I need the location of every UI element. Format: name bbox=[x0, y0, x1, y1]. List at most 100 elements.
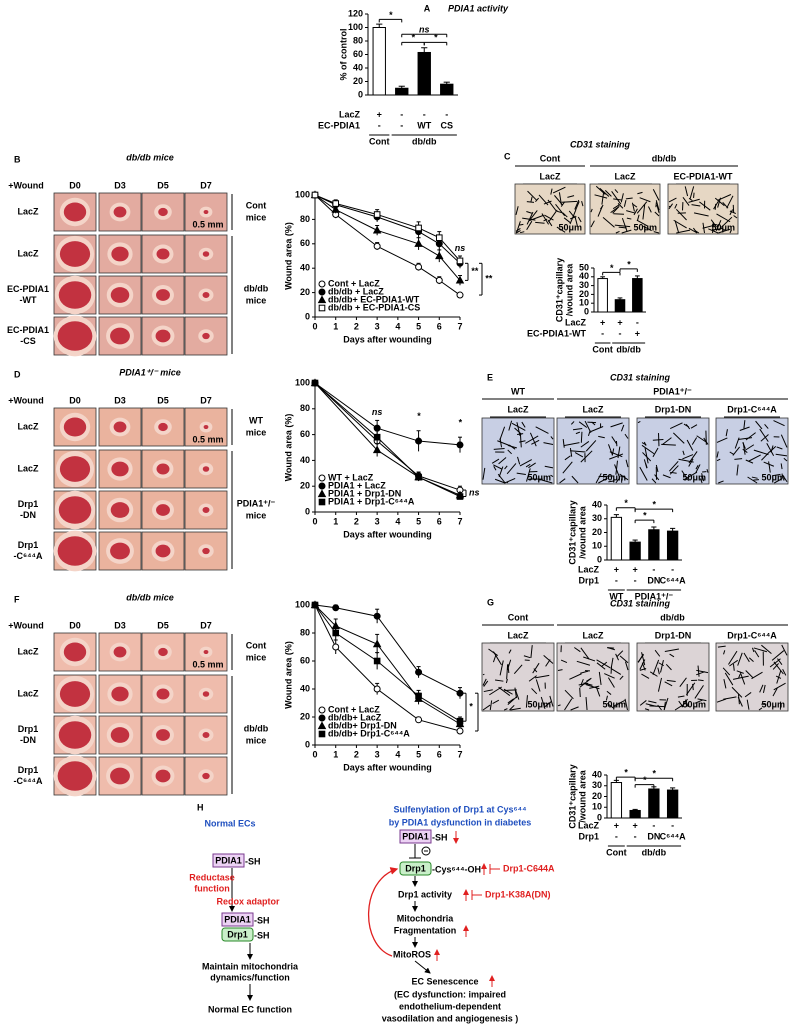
wound bbox=[156, 504, 170, 516]
wound bbox=[113, 206, 127, 218]
stain-image bbox=[556, 417, 630, 485]
stain-fiber bbox=[669, 465, 679, 475]
bar bbox=[614, 299, 626, 313]
data-point bbox=[415, 263, 423, 271]
stain-fiber bbox=[729, 659, 738, 667]
legend-marker bbox=[318, 288, 326, 296]
condition-value: + bbox=[614, 564, 619, 574]
stain-fiber bbox=[648, 700, 657, 704]
x-tick-label: 5 bbox=[416, 749, 421, 759]
data-point bbox=[372, 445, 382, 454]
stain-fiber bbox=[692, 683, 694, 691]
stain-fiber bbox=[653, 231, 660, 234]
stain-fiber bbox=[619, 473, 629, 481]
protein-box bbox=[221, 912, 254, 927]
significance-label: * bbox=[411, 33, 415, 43]
stain-fiber bbox=[737, 652, 743, 666]
wound bbox=[113, 646, 127, 658]
group-label: Cont bbox=[540, 153, 561, 163]
stain-fiber bbox=[515, 206, 519, 215]
stain-fiber bbox=[761, 451, 771, 461]
x-tick-label: 3 bbox=[375, 749, 380, 759]
stain-fiber bbox=[693, 192, 695, 198]
x-tick-label: 4 bbox=[395, 321, 400, 331]
wound bbox=[155, 544, 171, 558]
x-tick-label: 0 bbox=[312, 749, 317, 759]
y-axis-label: % of control bbox=[338, 29, 348, 81]
stain-fiber bbox=[775, 453, 788, 457]
stain-fiber bbox=[783, 457, 788, 462]
stain-fiber bbox=[666, 679, 676, 683]
stain-fiber bbox=[519, 459, 532, 467]
stain-fiber bbox=[643, 459, 648, 469]
group-label: Cont bbox=[246, 200, 267, 210]
condition-name: EC-PDIA1-WT bbox=[527, 328, 586, 338]
stain-fiber bbox=[688, 198, 700, 203]
stain-fiber bbox=[543, 654, 554, 664]
stain-fiber bbox=[691, 204, 701, 207]
stain-fiber bbox=[743, 420, 746, 429]
data-point bbox=[435, 276, 443, 284]
row-label: Drp1 bbox=[18, 724, 39, 734]
data-point bbox=[373, 612, 381, 620]
condition-value: + bbox=[614, 820, 619, 830]
stain-fiber bbox=[590, 208, 593, 213]
protein: PDIA1 bbox=[402, 831, 429, 841]
stain-fiber bbox=[482, 678, 487, 686]
stain-fiber bbox=[668, 460, 679, 472]
panel-title: db/db mice bbox=[126, 592, 174, 602]
x-axis-label: Days after wounding bbox=[343, 762, 432, 772]
stain-fiber bbox=[504, 478, 516, 484]
data-point bbox=[332, 643, 340, 651]
x-tick-label: 7 bbox=[457, 321, 462, 331]
diagram-title: Normal ECs bbox=[204, 818, 255, 828]
row-label: LacZ bbox=[17, 206, 39, 216]
stain-fiber bbox=[697, 698, 707, 702]
group-label: db/db bbox=[244, 283, 269, 293]
wound bbox=[63, 417, 87, 437]
stain-fiber bbox=[773, 682, 786, 691]
stain-fiber bbox=[745, 432, 756, 441]
y-tick-label: 40 bbox=[353, 62, 363, 72]
modification: -Cys⁶⁴⁴-OH bbox=[432, 864, 481, 874]
stain-fiber bbox=[673, 432, 685, 444]
stain-fiber bbox=[499, 426, 506, 441]
stain-fiber bbox=[623, 199, 627, 207]
significance-label: * bbox=[652, 500, 656, 510]
stain-fiber bbox=[770, 445, 774, 453]
bar bbox=[648, 529, 660, 561]
stain-fiber bbox=[529, 432, 537, 447]
stain-fiber bbox=[492, 699, 500, 705]
stain-fiber bbox=[723, 679, 727, 689]
data-point bbox=[373, 685, 381, 693]
stain-fiber bbox=[685, 682, 696, 696]
column-label: Drp1-DN bbox=[655, 404, 692, 414]
stain-fiber bbox=[550, 474, 554, 477]
stain-fiber bbox=[781, 644, 788, 656]
stain-fiber bbox=[599, 187, 610, 197]
column-label: D0 bbox=[69, 395, 81, 405]
stain-fiber bbox=[684, 699, 689, 708]
y-tick-label: 30 bbox=[592, 513, 602, 523]
stain-fiber bbox=[493, 447, 505, 450]
stain-fiber bbox=[610, 205, 620, 214]
stain-fiber bbox=[625, 459, 629, 468]
stain-fiber bbox=[739, 426, 750, 431]
condition-value: C⁶⁴⁴A bbox=[660, 575, 687, 585]
stain-fiber bbox=[590, 220, 595, 228]
condition-value: WT bbox=[417, 120, 431, 130]
stain-fiber bbox=[664, 648, 679, 652]
wound bbox=[156, 289, 170, 301]
group-label: PDIA1⁺/⁻ bbox=[653, 386, 692, 396]
stain-fiber bbox=[515, 690, 520, 700]
stain-fiber bbox=[615, 230, 620, 234]
stain-fiber bbox=[562, 212, 568, 218]
stain-fiber bbox=[488, 648, 498, 656]
stain-fiber bbox=[570, 706, 579, 711]
note: function bbox=[194, 883, 230, 893]
group-label: db/db bbox=[660, 612, 685, 622]
stain-fiber bbox=[690, 424, 698, 429]
series-line bbox=[314, 382, 461, 446]
stain-fiber bbox=[543, 218, 548, 222]
